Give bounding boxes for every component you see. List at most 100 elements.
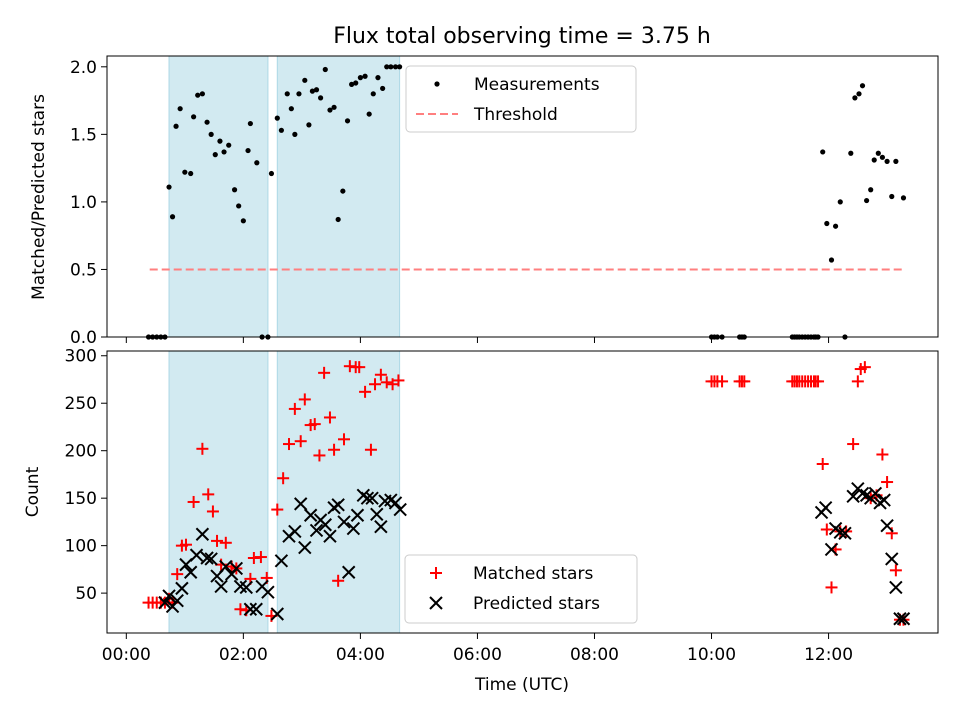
xtick-label: 10:00: [687, 645, 736, 665]
measurement-point: [349, 81, 355, 87]
top-y-axis-label: Matched/Predicted stars: [29, 94, 49, 300]
predicted-star-point: [833, 525, 847, 540]
xtick-label: 12:00: [804, 645, 853, 665]
xtick-label: 02:00: [219, 645, 268, 665]
matched-star-point: [288, 402, 301, 415]
measurement-point: [357, 75, 363, 81]
measurement-point: [226, 142, 232, 148]
bottom-ytick-label: 50: [75, 584, 97, 604]
measurement-point: [212, 152, 218, 158]
matched-star-point: [338, 433, 351, 446]
predicted-star-point: [303, 508, 318, 522]
predicted-star-point: [243, 602, 258, 616]
matched-star-point: [889, 564, 902, 577]
measurement-point: [182, 169, 188, 175]
predicted-star-point: [158, 595, 172, 610]
predicted-star-point: [374, 519, 388, 534]
measurement-point: [177, 106, 183, 112]
matched-star-point: [318, 366, 331, 379]
top-ytick-label: 0.0: [70, 328, 97, 348]
predicted-star-point: [880, 518, 894, 533]
bottom-ytick-label: 300: [65, 347, 97, 367]
predicted-star-point: [824, 542, 839, 557]
measurement-point: [254, 160, 260, 166]
matched-star-point: [202, 488, 215, 501]
bottom-legend-box: [404, 554, 638, 624]
measurement-point: [284, 91, 290, 97]
matched-star-point: [816, 457, 829, 470]
bottom-ytick-label: 150: [65, 489, 97, 509]
measurement-point: [353, 80, 359, 86]
matched-star-point: [171, 568, 184, 581]
matched-star-point: [716, 375, 729, 388]
measurement-point: [313, 87, 320, 93]
matched-star-point: [323, 411, 336, 424]
predicted-star-point: [293, 497, 308, 511]
predicted-star-point: [893, 612, 907, 626]
predicted-star-point: [388, 496, 403, 510]
measurement-point: [169, 214, 176, 220]
predicted-star-point: [229, 561, 244, 576]
measurement-point: [340, 188, 346, 194]
measurement-point: [306, 122, 312, 128]
top-ytick-label: 1.5: [70, 125, 97, 145]
measurement-point: [292, 131, 298, 137]
measurement-point: [327, 107, 333, 113]
predicted-star-point: [214, 579, 228, 594]
top-panel: 0.0 0.5 1.0 1.5 2.0 Flux total observing tim…: [29, 24, 939, 348]
bottom-panel: 50 100 150 200 250 300 00:00 02:00 04:00 06:00 08…: [23, 347, 939, 695]
measurement-point: [188, 170, 194, 177]
measurement-point: [296, 91, 302, 97]
legend-measurements-label: Measurements: [474, 75, 600, 95]
x-axis-label: Time (UTC): [474, 675, 569, 695]
measurement-point: [318, 95, 324, 101]
measurement-point: [236, 203, 242, 209]
measurement-point: [173, 123, 179, 129]
matched-star-point: [211, 534, 224, 547]
matched-star-point: [298, 393, 311, 406]
measurement-point: [366, 111, 372, 117]
predicted-star-point: [195, 527, 210, 541]
top-legend: Measurements Threshold: [405, 65, 637, 133]
matched-star-point: [294, 435, 307, 448]
predicted-star-point: [877, 493, 891, 507]
matched-star-point: [738, 375, 751, 388]
measurement-point: [274, 115, 280, 121]
matched-star-point: [283, 438, 296, 451]
matched-star-point: [876, 448, 889, 461]
predicted-star-point: [346, 521, 361, 536]
matched-star-point: [277, 472, 290, 485]
predicted-star-point: [350, 508, 365, 522]
top-ytick-label: 0.5: [70, 260, 97, 280]
measurement-point: [221, 149, 227, 155]
measurement-point: [195, 92, 201, 98]
matched-star-point: [825, 581, 838, 594]
legend-matched-label: Matched stars: [473, 564, 593, 584]
measurement-point: [380, 85, 386, 92]
measurement-point: [245, 147, 251, 154]
predicted-star-point: [318, 518, 332, 532]
matched-star-point: [359, 385, 372, 398]
measurement-point: [344, 118, 351, 124]
top-legend-box: [405, 65, 637, 133]
measurement-point: [848, 150, 854, 156]
bottom-x-ticks: 00:00 02:00 04:00 06:00 08:00 10:00 12:00: [102, 633, 853, 665]
measurement-point: [864, 197, 870, 204]
predicted-stars-points: [158, 481, 911, 626]
measurement-point: [397, 64, 403, 70]
measurement-point: [824, 220, 830, 227]
predicted-star-point: [370, 507, 384, 522]
bottom-legend: Matched stars Predicted stars: [404, 554, 638, 624]
bottom-ytick-label: 250: [65, 394, 97, 414]
predicted-star-point: [261, 585, 275, 599]
top-x-ticks: [125, 337, 830, 343]
predicted-star-point: [175, 581, 189, 596]
matched-star-point: [332, 574, 345, 587]
predicted-star-point: [855, 486, 870, 501]
matched-star-point: [374, 368, 387, 381]
bottom-ytick-label: 200: [65, 442, 97, 462]
predicted-star-point: [179, 557, 193, 572]
measurement-point: [871, 157, 877, 163]
shaded-region-0: [168, 55, 269, 338]
predicted-star-point: [365, 491, 379, 505]
